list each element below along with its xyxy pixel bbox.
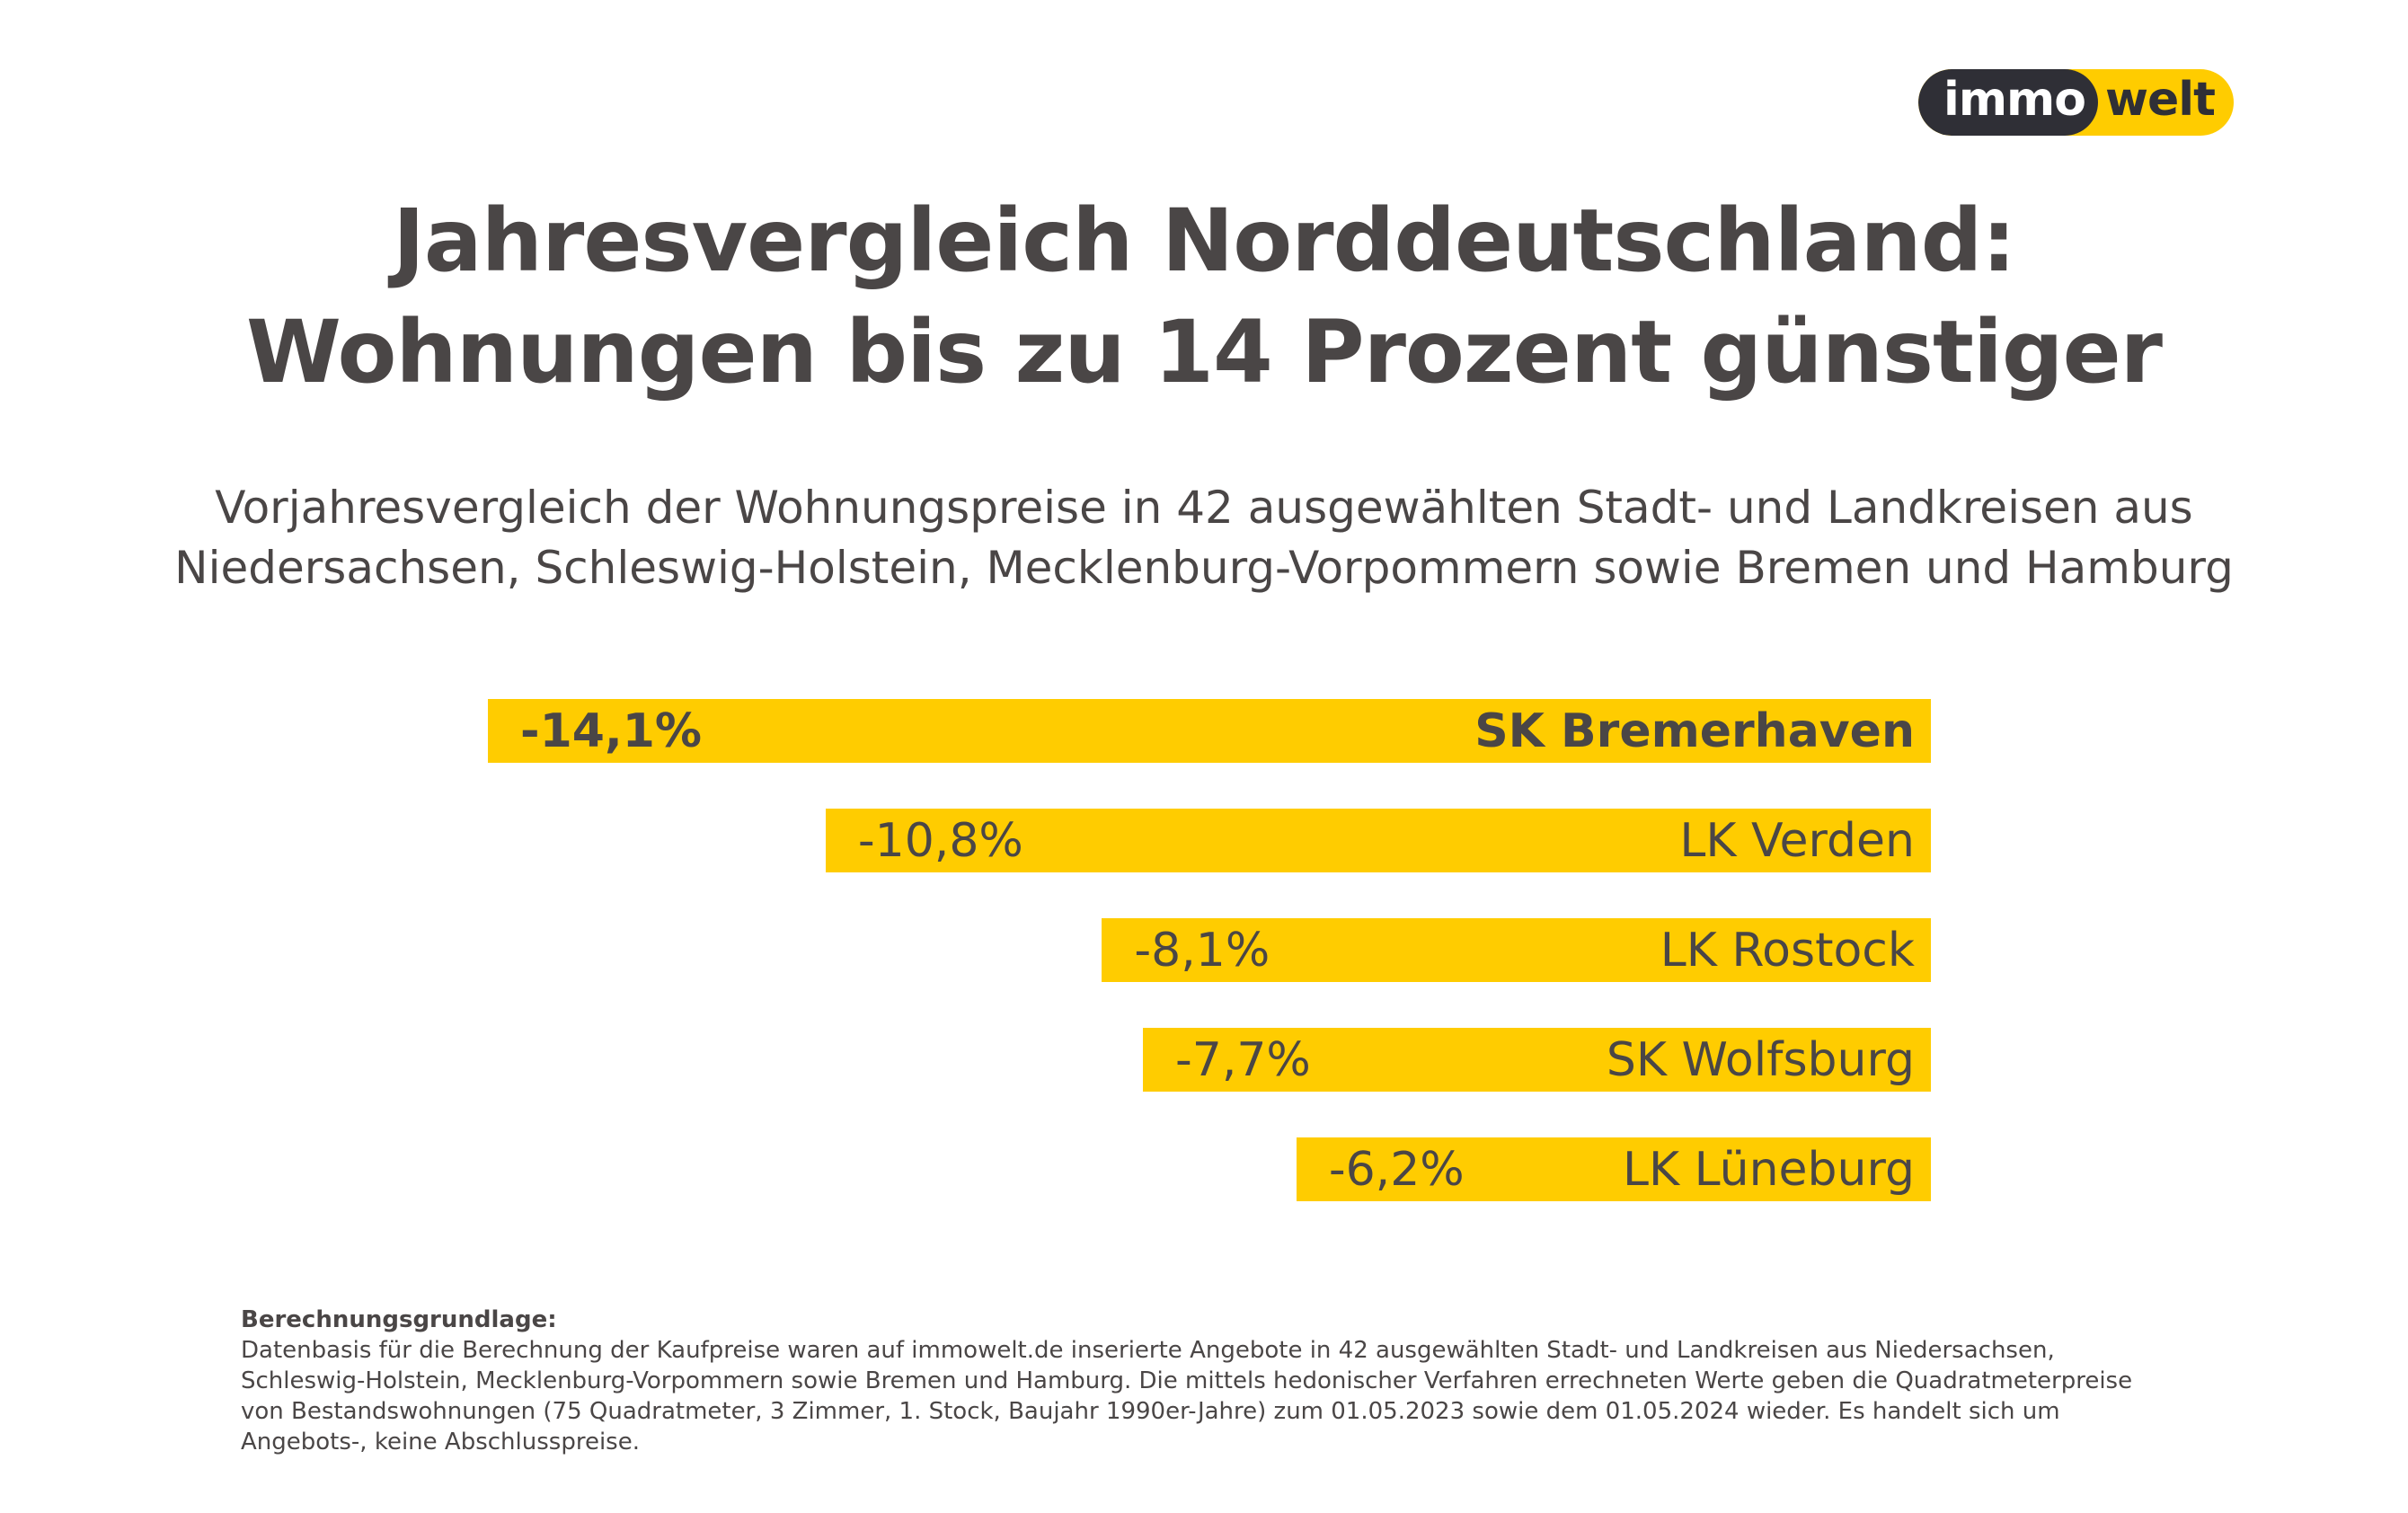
bar: -6,2% LK Lüneburg	[1296, 1137, 1931, 1201]
data-label: -14,1%	[520, 704, 702, 758]
logo-text-immo: immo	[1943, 73, 2086, 127]
bar: -8,1% LK Rostock	[1102, 918, 1931, 982]
logo-dark-part	[1918, 69, 2098, 136]
immowelt-logo: immo welt	[1918, 69, 2234, 136]
category-label: SK Wolfsburg	[1606, 1033, 1915, 1087]
category-label: LK Rostock	[1660, 924, 1915, 978]
data-label: -10,8%	[857, 814, 1023, 868]
data-label: -6,2%	[1328, 1143, 1465, 1197]
category-label: LK Verden	[1679, 814, 1915, 868]
logo-text-welt: welt	[2105, 73, 2216, 127]
data-label: -8,1%	[1134, 924, 1270, 978]
footnote: Berechnungsgrundlage: Datenbasis für die…	[241, 1305, 2173, 1457]
bar: -14,1% SK Bremerhaven	[488, 699, 1931, 763]
footnote-heading: Berechnungsgrundlage:	[241, 1306, 557, 1333]
category-label: SK Bremerhaven	[1474, 704, 1915, 758]
bar: -10,8% LK Verden	[825, 809, 1931, 872]
footnote-text: Datenbasis für die Berechnung der Kaufpr…	[241, 1337, 2133, 1455]
title-line-2: Wohnungen bis zu 14 Prozent günstiger	[245, 302, 2163, 403]
bar: -7,7% SK Wolfsburg	[1142, 1028, 1931, 1092]
category-label: LK Lüneburg	[1622, 1143, 1915, 1197]
title-line-1: Jahresvergleich Norddeutschland:	[393, 190, 2016, 291]
subtitle-line-1: Vorjahresvergleich der Wohnungspreise in…	[215, 482, 2193, 534]
data-label: -7,7%	[1174, 1033, 1311, 1087]
subtitle-line-2: Niedersachsen, Schleswig-Holstein, Meckl…	[174, 542, 2234, 594]
